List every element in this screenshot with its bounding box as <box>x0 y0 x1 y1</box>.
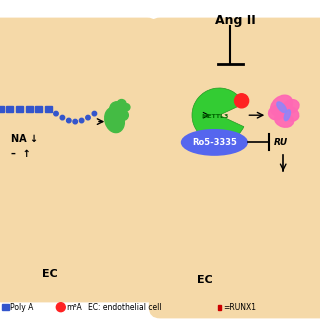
Circle shape <box>110 102 124 116</box>
Wedge shape <box>192 88 244 142</box>
Ellipse shape <box>275 113 294 127</box>
Text: NA ↓: NA ↓ <box>11 134 38 144</box>
Circle shape <box>56 303 65 312</box>
Ellipse shape <box>181 129 248 156</box>
Circle shape <box>117 100 126 108</box>
Ellipse shape <box>105 108 124 132</box>
Circle shape <box>67 118 71 123</box>
Ellipse shape <box>277 102 286 113</box>
Circle shape <box>123 104 130 111</box>
Ellipse shape <box>280 106 299 121</box>
Bar <box>16 106 23 112</box>
Text: Poly A: Poly A <box>10 303 33 312</box>
Ellipse shape <box>271 95 292 116</box>
Text: EC: EC <box>42 269 58 279</box>
Bar <box>0 106 4 112</box>
Bar <box>6 106 13 112</box>
Circle shape <box>79 118 84 123</box>
Circle shape <box>109 110 118 119</box>
Text: m⁶A: m⁶A <box>67 303 82 312</box>
Text: EC: EC <box>197 275 213 285</box>
Ellipse shape <box>268 106 285 120</box>
Circle shape <box>92 111 97 116</box>
Circle shape <box>54 111 58 116</box>
Bar <box>45 106 52 112</box>
Bar <box>35 106 42 112</box>
Text: –  ↑: – ↑ <box>11 149 31 159</box>
Circle shape <box>235 94 249 108</box>
Text: EC: endothelial cell: EC: endothelial cell <box>88 303 162 312</box>
Bar <box>218 305 221 310</box>
Text: Ro5-3335: Ro5-3335 <box>192 138 237 147</box>
Ellipse shape <box>284 100 299 113</box>
Text: RU: RU <box>274 138 288 147</box>
FancyBboxPatch shape <box>149 18 320 318</box>
Bar <box>26 106 33 112</box>
Text: Ang II: Ang II <box>215 14 256 28</box>
Circle shape <box>60 115 65 120</box>
Circle shape <box>86 115 90 120</box>
Text: =RUNX1: =RUNX1 <box>223 303 256 312</box>
Text: METTL3: METTL3 <box>202 114 229 119</box>
FancyBboxPatch shape <box>0 18 158 302</box>
Circle shape <box>73 119 77 124</box>
Ellipse shape <box>284 110 291 121</box>
Bar <box>2 304 9 310</box>
Circle shape <box>118 110 128 120</box>
